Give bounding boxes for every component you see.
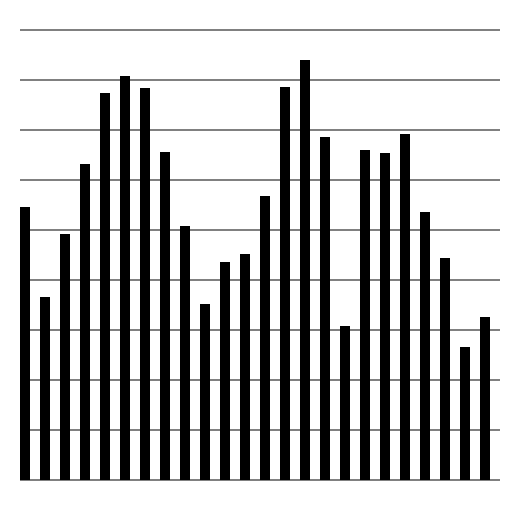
bar-20 [400,134,410,480]
bar-8 [160,152,170,480]
bar-22 [440,258,450,480]
bar-23 [460,347,470,480]
bar-24 [480,317,490,480]
bar-6 [120,76,130,480]
bar-9 [180,226,190,480]
bar-11 [220,262,230,480]
bars [20,60,490,480]
bar-3 [60,234,70,480]
bar-19 [380,153,390,480]
bar-17 [340,326,350,480]
bar-15 [300,60,310,480]
bar-18 [360,150,370,480]
bar-4 [80,164,90,480]
bar-21 [420,212,430,480]
bar-7 [140,88,150,480]
bar-1 [20,207,30,480]
bar-13 [260,196,270,480]
bar-14 [280,87,290,480]
bar-5 [100,93,110,480]
bar-2 [40,297,50,480]
bar-10 [200,304,210,480]
bar-12 [240,254,250,480]
bar-16 [320,137,330,480]
